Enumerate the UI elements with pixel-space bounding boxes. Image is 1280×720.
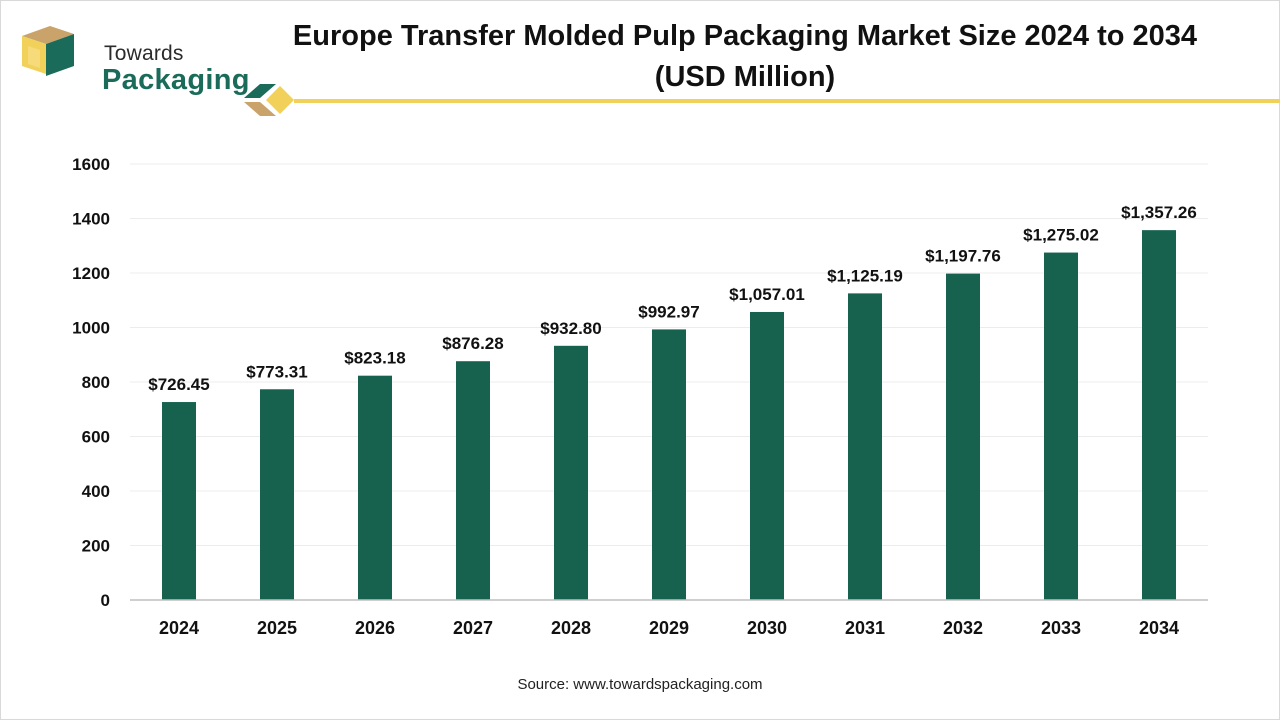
y-axis-ticks: 0 200 400 600 800 1000 1200 1400 1600 <box>72 155 110 610</box>
bar-2027 <box>456 361 490 600</box>
bar-2030 <box>750 311 784 600</box>
chart-title: Europe Transfer Molded Pulp Packaging Ma… <box>250 16 1240 98</box>
bar-2026 <box>358 375 392 600</box>
chart-title-line1: Europe Transfer Molded Pulp Packaging Ma… <box>292 20 1198 52</box>
y-tick-label: 1400 <box>72 210 110 229</box>
x-tick-label: 2034 <box>1139 618 1179 638</box>
data-label: $992.97 <box>638 302 699 321</box>
divider-gold-diamond <box>266 86 294 114</box>
y-tick-label: 0 <box>101 591 110 610</box>
x-tick-label: 2027 <box>453 618 493 638</box>
x-tick-label: 2032 <box>943 618 983 638</box>
x-axis-ticks: 2024 2025 2026 2027 2028 2029 2030 2031 2032 2033… <box>159 618 1179 638</box>
bar-2025 <box>260 389 294 600</box>
brand-name-line1: Towards <box>104 42 184 65</box>
chart-title-line2: (USD Million) <box>654 61 836 93</box>
brand-name-line2: Packaging <box>102 64 250 96</box>
data-label: $773.31 <box>246 362 307 381</box>
divider-green-shape <box>244 84 276 98</box>
x-tick-label: 2031 <box>845 618 885 638</box>
brand-logo: Towards Packaging <box>18 22 249 96</box>
x-tick-label: 2024 <box>159 618 199 638</box>
data-label: $823.18 <box>344 349 405 368</box>
y-tick-label: 800 <box>82 373 110 392</box>
data-label: $1,125.19 <box>827 266 903 285</box>
x-tick-label: 2028 <box>551 618 591 638</box>
data-label: $932.80 <box>540 319 601 338</box>
data-label: $1,357.26 <box>1121 203 1197 222</box>
x-tick-label: 2025 <box>257 618 297 638</box>
x-tick-label: 2030 <box>747 618 787 638</box>
divider-line <box>294 99 1280 103</box>
y-tick-label: 200 <box>82 537 110 556</box>
x-tick-label: 2029 <box>649 618 689 638</box>
data-labels: $726.45 $773.31 $823.18 $876.28 $932.80 $992.… <box>148 203 1197 394</box>
bars <box>162 230 1176 600</box>
data-label: $1,275.02 <box>1023 226 1099 245</box>
bar-2033 <box>1044 252 1078 600</box>
bar-2032 <box>946 273 980 600</box>
y-tick-label: 1600 <box>72 155 110 174</box>
data-label: $1,197.76 <box>925 247 1001 266</box>
bar-2028 <box>554 345 588 600</box>
x-tick-label: 2026 <box>355 618 395 638</box>
y-tick-label: 1200 <box>72 264 110 283</box>
data-label: $876.28 <box>442 334 503 353</box>
data-label: $726.45 <box>148 375 209 394</box>
y-tick-label: 1000 <box>72 319 110 338</box>
bar-2034 <box>1142 230 1176 600</box>
data-label: $1,057.01 <box>729 285 805 304</box>
title-divider <box>244 84 1280 116</box>
bar-2029 <box>652 329 686 600</box>
bar-2031 <box>848 293 882 600</box>
x-tick-label: 2033 <box>1041 618 1081 638</box>
divider-tan-shape <box>244 102 276 116</box>
source-note: Source: www.towardspackaging.com <box>517 676 763 693</box>
y-tick-label: 600 <box>82 428 110 447</box>
y-tick-label: 400 <box>82 482 110 501</box>
box-logo-icon <box>22 26 74 76</box>
bar-2024 <box>162 402 196 600</box>
